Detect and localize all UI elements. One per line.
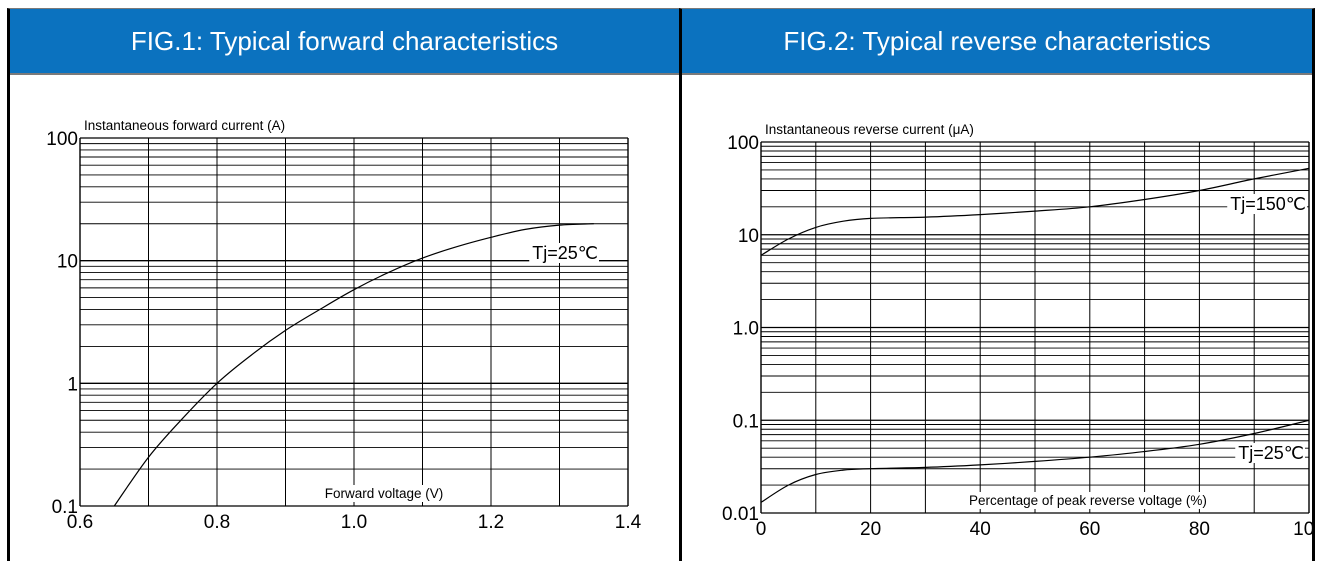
chart-panel-reverse: FIG.2: Typical reverse characteristics 0… xyxy=(679,8,1315,561)
x-tick-label: 40 xyxy=(970,519,991,540)
series-label: Tj=25℃ xyxy=(1238,443,1304,463)
x-tick-label: 1.0 xyxy=(341,512,367,533)
y-tick-label: 10 xyxy=(738,226,759,247)
chart-title: FIG.2: Typical reverse characteristics xyxy=(682,9,1312,75)
y-tick-label: 10 xyxy=(57,252,78,273)
forward-characteristics-chart: 0.1 1 10 100 0.6 0.8 1.0 1.2 1.4 Instantaneous fo… xyxy=(46,118,642,533)
x-tick-label: 80 xyxy=(1189,519,1210,540)
x-tick-label: 60 xyxy=(1079,519,1100,540)
chart-panel-forward: FIG.1: Typical forward characteristics 0… xyxy=(7,8,682,561)
x-axis-label: Percentage of peak reverse voltage (%) xyxy=(969,493,1207,508)
x-tick-label: 1.4 xyxy=(615,512,642,533)
series-label: Tj=25℃ xyxy=(532,243,598,263)
x-tick-label: 20 xyxy=(860,519,881,540)
chart-title: FIG.1: Typical forward characteristics xyxy=(10,9,679,75)
series-label-background xyxy=(1235,443,1305,463)
y-tick-label: 0.1 xyxy=(733,411,759,432)
y-axis-label: Instantaneous reverse current (μA) xyxy=(765,122,974,137)
reverse-characteristics-chart: 0.01 0.1 1.0 10 100 0 20 40 60 80 100 Instantaneous… xyxy=(722,122,1312,540)
y-tick-label: 0.1 xyxy=(52,497,78,518)
series-line-Tj=150℃ xyxy=(760,167,1310,256)
series-label-background xyxy=(1227,194,1307,214)
x-axis-label: Forward voltage (V) xyxy=(325,486,444,501)
x-tick-label: 1.2 xyxy=(478,512,504,533)
y-tick-label: 100 xyxy=(727,133,759,154)
series-label-background xyxy=(529,243,599,263)
series-label: Tj=150℃ xyxy=(1230,194,1306,214)
y-tick-label: 1.0 xyxy=(733,319,759,340)
y-axis-label: Instantaneous forward current (A) xyxy=(84,118,285,133)
y-tick-label: 100 xyxy=(46,129,78,150)
x-tick-label: 100 xyxy=(1293,519,1312,540)
x-tick-label: 0.8 xyxy=(204,512,230,533)
series-line-Tj=25℃ xyxy=(113,223,594,507)
series-line-Tj=25℃ xyxy=(760,419,1310,503)
x-axis-label-background xyxy=(320,485,448,502)
y-tick-label: 0.01 xyxy=(722,504,759,525)
x-tick-label: 0.6 xyxy=(67,512,93,533)
x-axis-label-background xyxy=(965,492,1211,509)
y-tick-label: 1 xyxy=(67,374,78,395)
x-tick-label: 0 xyxy=(756,519,767,540)
